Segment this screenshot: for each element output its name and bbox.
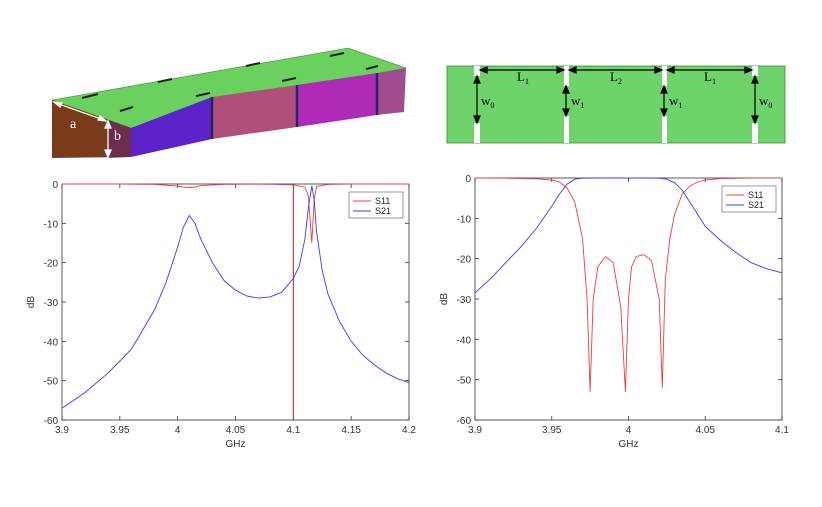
x-tick-label: 3.9 [55, 425, 69, 436]
y-axis-label: dB [439, 293, 450, 306]
y-tick-label: -30 [457, 295, 472, 306]
width-arrows [473, 74, 759, 125]
label-L1-left: L1 [517, 69, 529, 86]
dimension-b-label: b [114, 129, 121, 144]
waveguide-end-face [377, 68, 406, 115]
legend-label-s21: S21 [375, 206, 391, 216]
dimension-b-arrow [104, 119, 112, 159]
waveguide-slots [81, 52, 379, 112]
waveguide-section-3 [131, 97, 212, 157]
y-tick-label: -10 [457, 214, 472, 225]
y-tick-label: -60 [457, 416, 472, 427]
x-tick-label: 4.05 [696, 425, 716, 436]
legend-label-s21: S21 [748, 200, 764, 210]
length-arrows [478, 66, 754, 74]
x-tick-label: 4.1 [775, 425, 789, 436]
waveguide-separators [210, 73, 379, 139]
y-tick-label: -60 [44, 416, 59, 427]
x-tick-label: 4.05 [226, 425, 246, 436]
label-w1-right: w1 [669, 93, 682, 110]
x-tick-label: 4 [626, 425, 632, 436]
waveguide-section-4 [212, 85, 297, 139]
y-tick-label: -40 [44, 337, 59, 348]
label-w1-left: w1 [571, 93, 584, 110]
dimension-a-label: a [70, 117, 77, 132]
y-tick-label: -20 [457, 255, 472, 266]
iris-gaps [474, 66, 758, 143]
x-tick-label: 4 [175, 425, 181, 436]
waveguide-front-shade [108, 120, 131, 158]
label-L2: L2 [610, 69, 622, 86]
y-tick-label: -30 [44, 298, 59, 309]
x-tick-label: 3.95 [542, 425, 562, 436]
label-L1-right: L1 [704, 69, 716, 86]
label-w0-right: w0 [759, 93, 772, 110]
series-s21-line [474, 177, 783, 294]
y-tick-label: -50 [44, 377, 59, 388]
waveguide-body [446, 65, 786, 144]
y-tick-label: -20 [44, 259, 59, 270]
dimension-a-arrow [51, 101, 109, 122]
y-tick-label: -50 [457, 376, 472, 387]
x-tick-label: 4.2 [402, 425, 416, 436]
legend-box [348, 191, 404, 219]
series-s11-line [61, 183, 410, 244]
series-s11-line [474, 177, 783, 392]
legend-label-s11: S11 [375, 196, 390, 206]
legend-label-s11: S11 [748, 190, 763, 200]
y-tick-label: -40 [457, 335, 472, 346]
label-w0-left: w0 [481, 93, 494, 110]
x-tick-label: 4.15 [341, 425, 361, 436]
y-axis-label: dB [26, 296, 37, 309]
y-tick-label: 0 [465, 174, 471, 185]
legend-box [721, 185, 777, 213]
series-s21-line [61, 185, 410, 409]
waveguide-section-5 [297, 73, 377, 127]
x-axis-label: GHz [619, 439, 639, 450]
chart-right: 3.9 3.95 4 4.05 4.1 0 -10 -20 -30 -40 -50 -60 GHz dB S… [439, 174, 789, 450]
x-tick-label: 3.95 [110, 425, 130, 436]
waveguide-top-view: L1 L2 L1 w0 w1 w1 w0 [446, 65, 786, 144]
x-axis-label: GHz [226, 439, 246, 450]
plot-area [61, 183, 410, 421]
chart-left: 3.9 3.95 4 4.05 4.1 4.15 4.2 0 -10 -20 -30 -40 -50 -6… [26, 180, 416, 450]
x-tick-label: 4.1 [286, 425, 300, 436]
y-tick-label: -10 [44, 219, 59, 230]
x-tick-label: 3.9 [468, 425, 482, 436]
waveguide-3d-view: a b [50, 47, 408, 159]
y-tick-label: 0 [52, 180, 58, 191]
